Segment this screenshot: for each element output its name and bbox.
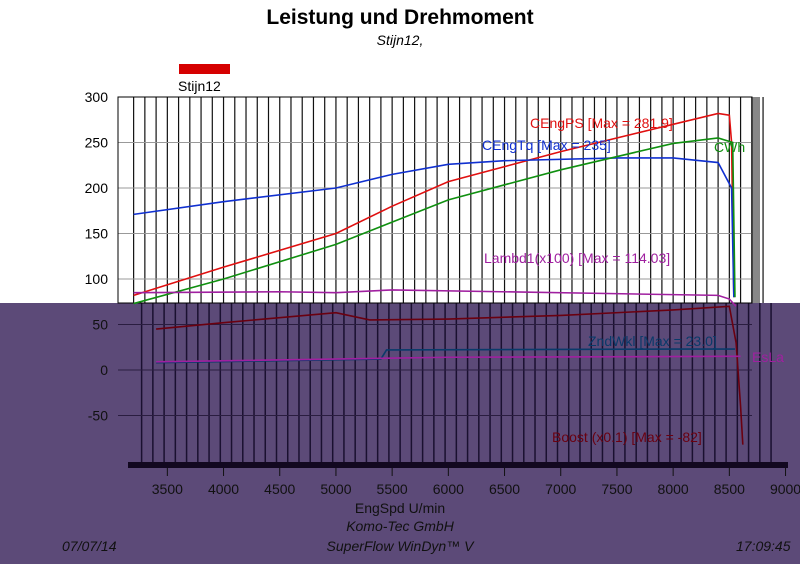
y-tick-label: 100 bbox=[85, 271, 109, 287]
x-tick-label: 8500 bbox=[714, 481, 745, 497]
x-tick-label: 8000 bbox=[658, 481, 689, 497]
series-label-esl: EsLa bbox=[752, 349, 784, 365]
series-label-cengtq: CEngTq [Max = 235] bbox=[482, 137, 611, 153]
series-line-cengps bbox=[133, 112, 735, 298]
legend-swatch bbox=[179, 64, 230, 74]
chart-subtitle: Stijn12, bbox=[376, 32, 424, 48]
series-label-zndwkl: ZndWkl [Max = 23.0] bbox=[588, 333, 717, 349]
chart-title: Leistung und Drehmoment bbox=[266, 6, 534, 29]
series-label-boost: Boost (x0.1) [Max = -82] bbox=[552, 429, 702, 445]
x-tick-label: 7000 bbox=[545, 481, 576, 497]
y-tick-label: -50 bbox=[88, 408, 108, 424]
series-label-cengps: CEngPS [Max = 281.9] bbox=[530, 115, 673, 131]
x-tick-label: 7500 bbox=[601, 481, 632, 497]
x-tick-label: 4000 bbox=[208, 481, 239, 497]
y-tick-label: 150 bbox=[85, 226, 109, 242]
y-tick-label: 0 bbox=[100, 362, 108, 378]
series-line-boost bbox=[156, 305, 744, 445]
x-tick-label: 5500 bbox=[377, 481, 408, 497]
x-tick-label: 9000 bbox=[770, 481, 800, 497]
x-tick-label: 3500 bbox=[152, 481, 183, 497]
x-tick-label: 6500 bbox=[489, 481, 520, 497]
y-tick-label: 50 bbox=[92, 317, 108, 333]
series-label-cwh: CWh bbox=[714, 139, 745, 155]
y-tick-label: 300 bbox=[85, 89, 109, 105]
x-tick-label: 6000 bbox=[433, 481, 464, 497]
x-tick-label: 4500 bbox=[264, 481, 295, 497]
x-tick-label: 5000 bbox=[320, 481, 351, 497]
series-line-zndwkl bbox=[156, 348, 735, 364]
plot-frame bbox=[117, 96, 753, 304]
series-line-esl bbox=[156, 355, 741, 363]
series-label-lambd1: Lambd1(x100) [Max = 114.03] bbox=[484, 250, 670, 266]
x-axis-bar bbox=[128, 462, 788, 468]
plot-shadow bbox=[752, 97, 760, 303]
footer-company: Komo-Tec GmbH bbox=[346, 518, 454, 534]
footer-time: 17:09:45 bbox=[736, 538, 791, 554]
y-tick-label: 250 bbox=[85, 135, 109, 151]
series-line-cengtq bbox=[133, 157, 735, 298]
series-line-cwh bbox=[133, 137, 736, 305]
series-line-lambd1 bbox=[133, 289, 737, 307]
x-axis-label: EngSpd U/min bbox=[354, 500, 446, 516]
y-tick-label: 200 bbox=[85, 180, 109, 196]
legend-label: Stijn12 bbox=[178, 78, 221, 94]
footer-software: SuperFlow WinDyn™ V bbox=[326, 538, 474, 554]
footer-date: 07/07/14 bbox=[62, 538, 117, 554]
